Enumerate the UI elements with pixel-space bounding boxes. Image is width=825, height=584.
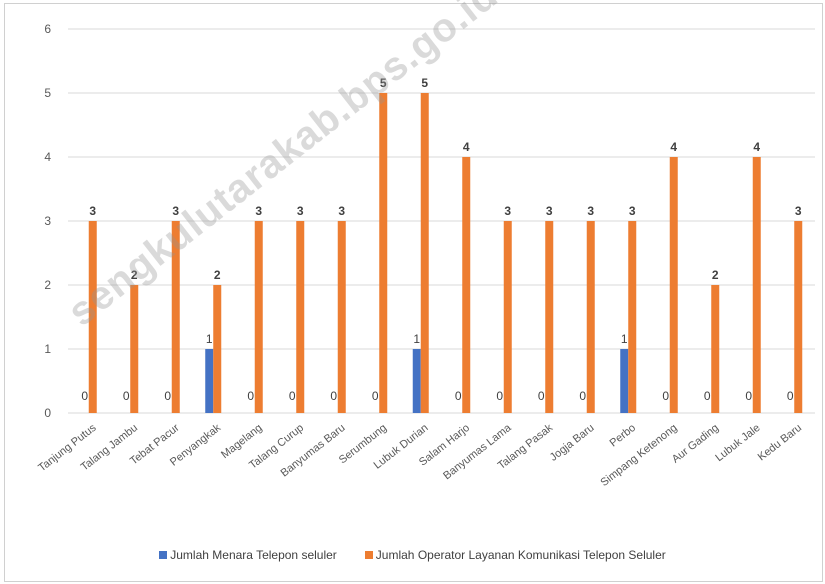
data-label-series-2: 3: [255, 204, 262, 218]
y-tick-label: 4: [44, 150, 51, 164]
bar-series-2: [545, 221, 554, 413]
data-label-series-2: 3: [546, 204, 553, 218]
legend-label-series-2: Jumlah Operator Layanan Komunikasi Telep…: [375, 548, 666, 562]
x-tick-label: Simpang Ketenong: [598, 422, 679, 489]
x-tick-label: Jogja Baru: [548, 422, 597, 464]
bar-series-1: [620, 349, 629, 413]
data-label-series-1: 0: [164, 389, 171, 403]
data-label-series-2: 2: [131, 268, 138, 282]
bar-series-2: [254, 221, 263, 413]
bar-series-2: [379, 93, 388, 413]
data-label-series-1: 0: [289, 389, 296, 403]
bar-series-2: [296, 221, 305, 413]
data-label-series-1: 0: [247, 389, 254, 403]
data-label-series-2: 4: [670, 140, 677, 154]
data-label-series-2: 2: [712, 268, 719, 282]
bar-series-2: [794, 221, 803, 413]
legend-swatch-series-2: [364, 551, 373, 559]
x-tick-label: Lubuk Jale: [713, 422, 762, 464]
legend-swatch-series-1: [159, 551, 168, 559]
x-tick-label: Kedu Baru: [756, 422, 804, 463]
y-tick-label: 3: [44, 214, 51, 228]
bar-series-2: [586, 221, 595, 413]
bar-series-1: [412, 349, 421, 413]
bar-series-2: [130, 285, 139, 413]
data-label-series-2: 3: [338, 204, 345, 218]
bar-series-2: [88, 221, 97, 413]
bar-series-2: [462, 157, 471, 413]
data-label-series-2: 5: [421, 76, 428, 90]
data-label-series-1: 0: [81, 389, 88, 403]
x-tick-label: Aur Gading: [670, 422, 721, 466]
data-label-series-2: 4: [463, 140, 470, 154]
data-label-series-2: 3: [172, 204, 179, 218]
chart-frame: [4, 3, 823, 582]
data-label-series-2: 3: [89, 204, 96, 218]
data-label-series-2: 3: [587, 204, 594, 218]
legend: Jumlah Menara Telepon seluler Jumlah Ope…: [0, 548, 825, 562]
bar-series-2: [420, 93, 429, 413]
data-label-series-2: 3: [629, 204, 636, 218]
y-tick-label: 1: [44, 342, 51, 356]
data-label-series-2: 4: [753, 140, 760, 154]
data-label-series-1: 0: [579, 389, 586, 403]
bar-series-2: [213, 285, 222, 413]
y-tick-label: 6: [44, 22, 51, 36]
data-label-series-2: 2: [214, 268, 221, 282]
bar-series-1: [205, 349, 214, 413]
bar-series-2: [752, 157, 761, 413]
data-label-series-1: 1: [206, 332, 213, 346]
y-tick-label: 0: [44, 406, 51, 420]
data-label-series-1: 0: [455, 389, 462, 403]
y-tick-label: 2: [44, 278, 51, 292]
x-tick-label: Perbo: [608, 422, 639, 450]
bar-series-2: [337, 221, 346, 413]
data-label-series-1: 0: [745, 389, 752, 403]
data-label-series-1: 1: [621, 332, 628, 346]
data-label-series-1: 0: [787, 389, 794, 403]
data-label-series-2: 3: [795, 204, 802, 218]
data-label-series-1: 0: [538, 389, 545, 403]
data-label-series-2: 3: [504, 204, 511, 218]
bar-series-2: [503, 221, 512, 413]
data-label-series-1: 0: [330, 389, 337, 403]
data-label-series-1: 0: [496, 389, 503, 403]
data-label-series-1: 0: [372, 389, 379, 403]
bar-series-2: [711, 285, 720, 413]
bar-series-2: [628, 221, 637, 413]
data-label-series-1: 0: [704, 389, 711, 403]
data-label-series-2: 5: [380, 76, 387, 90]
data-label-series-2: 3: [297, 204, 304, 218]
legend-item-series-1: Jumlah Menara Telepon seluler: [159, 548, 337, 562]
y-tick-label: 5: [44, 86, 51, 100]
legend-label-series-1: Jumlah Menara Telepon seluler: [170, 548, 337, 562]
data-label-series-1: 0: [123, 389, 130, 403]
bar-series-2: [669, 157, 678, 413]
bar-series-2: [171, 221, 180, 413]
legend-item-series-2: Jumlah Operator Layanan Komunikasi Telep…: [364, 548, 666, 562]
data-label-series-1: 1: [413, 332, 420, 346]
data-label-series-1: 0: [662, 389, 669, 403]
